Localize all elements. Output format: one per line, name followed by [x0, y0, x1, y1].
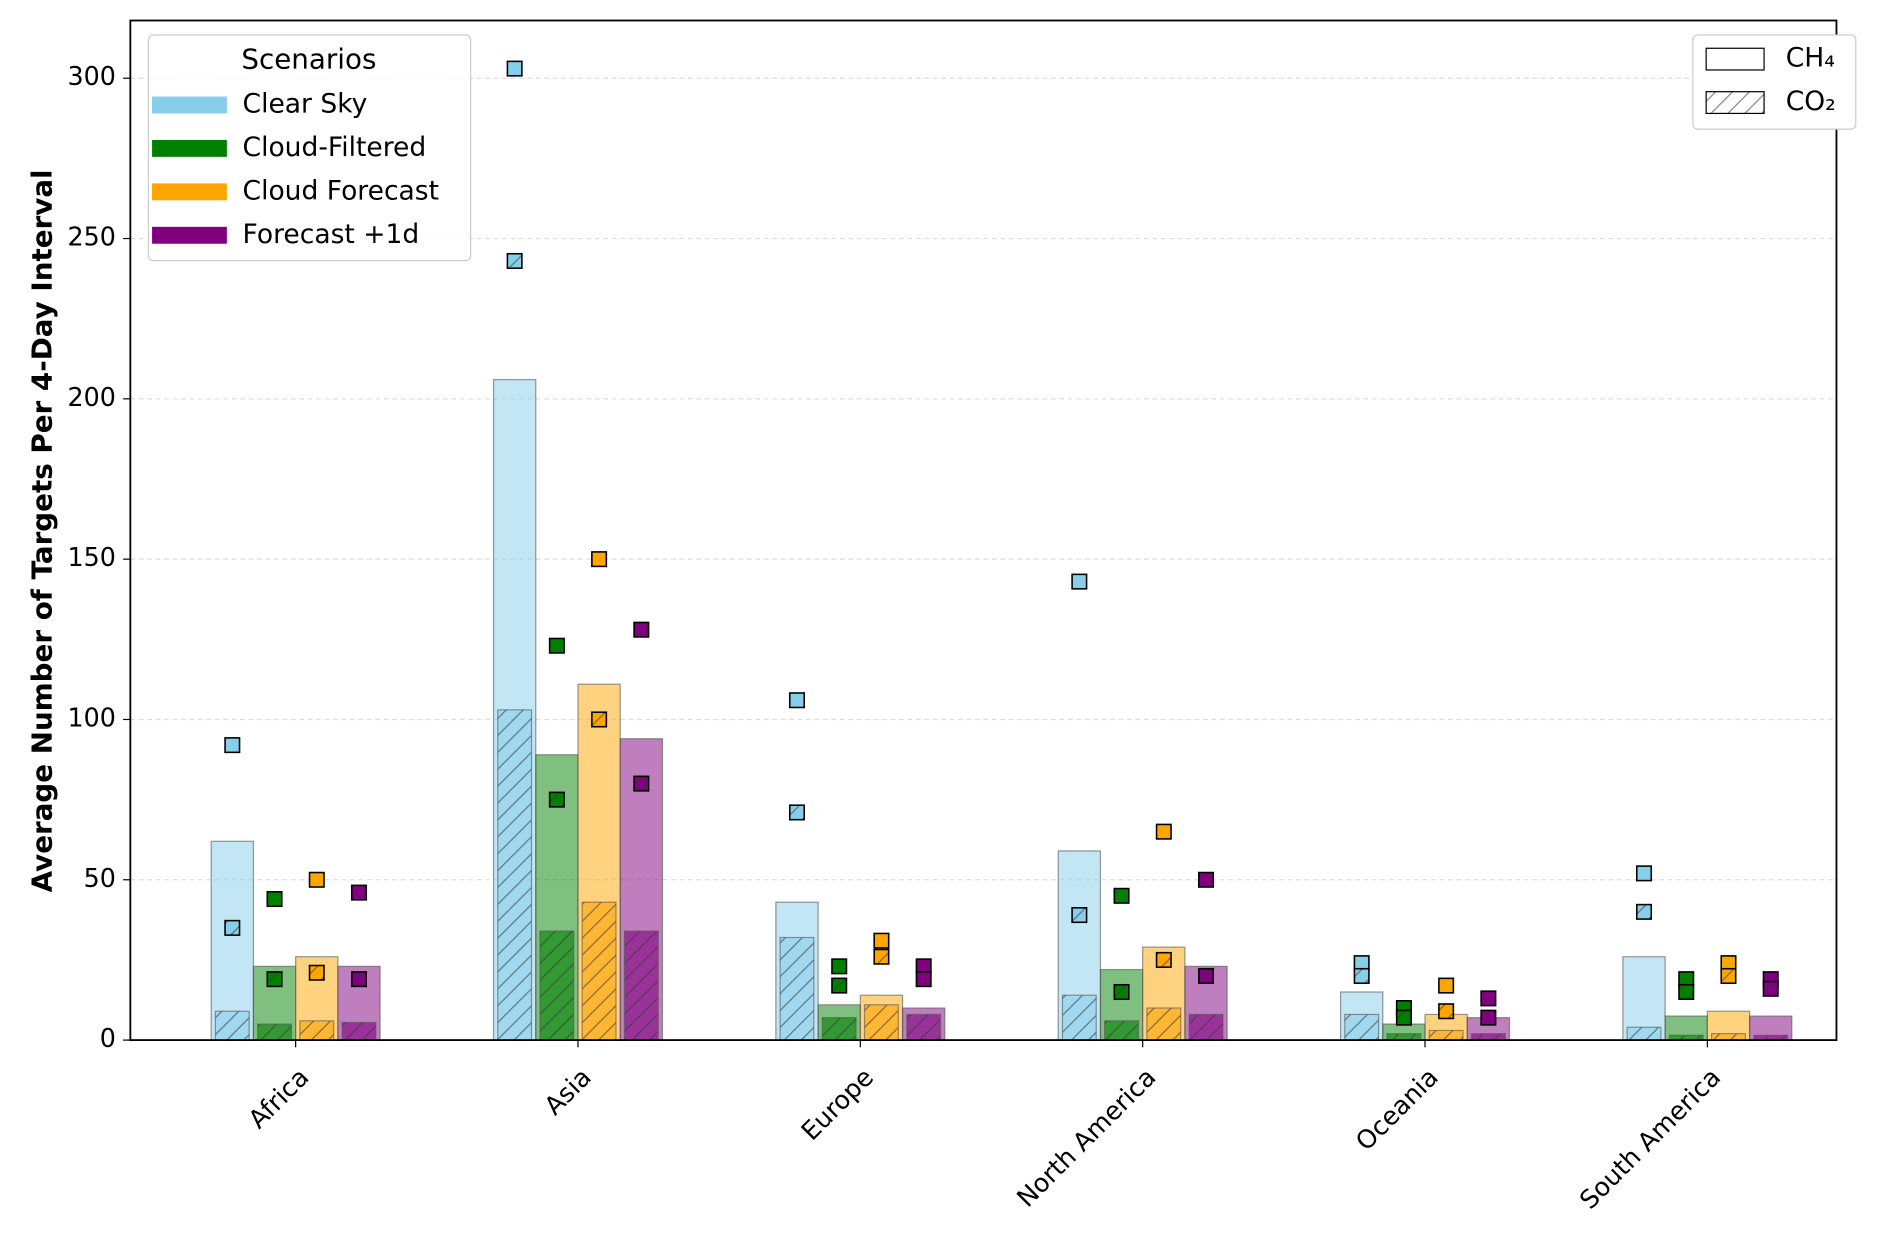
- co2-bar: [821, 1017, 857, 1041]
- ch4-marker: [266, 890, 283, 908]
- ch4-marker: [1480, 990, 1497, 1007]
- y-tick-label: 250: [68, 222, 116, 252]
- legend-label: Forecast +1d: [243, 219, 420, 250]
- ch4-marker: [591, 551, 608, 568]
- co2-bar: [1104, 1020, 1140, 1041]
- ch4-marker: [633, 621, 650, 638]
- x-tick-label: Africa: [242, 1062, 314, 1134]
- co2-marker: [1438, 1003, 1455, 1020]
- co2-marker: [1720, 967, 1737, 984]
- y-tick-label: 0: [100, 1023, 116, 1053]
- co2-bar: [1626, 1026, 1662, 1041]
- co2-bar: [1386, 1033, 1422, 1041]
- legend-swatch: [152, 139, 227, 157]
- legend-swatch: [152, 226, 227, 244]
- ch4-marker: [831, 958, 848, 975]
- co2-bar: [1428, 1029, 1464, 1041]
- legend-box: [147, 34, 472, 262]
- co2-marker: [308, 964, 325, 981]
- co2-bar: [299, 1020, 335, 1041]
- ch4-marker: [1071, 573, 1088, 590]
- gas-swatch: [1705, 47, 1765, 71]
- ch4-marker: [1197, 871, 1215, 888]
- co2-marker: [591, 711, 608, 728]
- ch4-marker: [506, 60, 523, 77]
- y-tick-label: 300: [68, 61, 116, 91]
- co2-bar: [214, 1010, 250, 1041]
- co2-marker: [788, 804, 806, 821]
- ch4-marker: [1155, 823, 1172, 840]
- legend-label: Clear Sky: [243, 88, 368, 119]
- ch4-marker: [873, 932, 890, 949]
- ch4-marker: [350, 884, 368, 901]
- y-tick-label: 50: [84, 863, 116, 893]
- x-tick-label: Europe: [795, 1062, 879, 1146]
- ch4-marker: [548, 637, 565, 654]
- co2-bar: [906, 1013, 942, 1041]
- co2-marker: [633, 775, 650, 792]
- co2-bar: [257, 1023, 293, 1041]
- co2-bar: [1146, 1007, 1182, 1041]
- co2-bar: [623, 930, 659, 1041]
- ch4-marker: [1113, 887, 1130, 904]
- co2-marker: [831, 977, 848, 994]
- ch4-marker: [788, 692, 806, 709]
- legend-title: Scenarios: [241, 42, 376, 75]
- ch4-bar: [210, 840, 255, 1041]
- co2-marker: [1678, 983, 1695, 1001]
- co2-marker: [506, 252, 523, 270]
- y-tick-label: 100: [68, 702, 116, 732]
- gas-label: CO₂: [1786, 86, 1836, 117]
- co2-bar: [863, 1004, 899, 1041]
- ch4-marker: [1635, 865, 1653, 882]
- co2-bar: [497, 709, 533, 1041]
- co2-marker: [224, 919, 241, 936]
- x-tick-label: Oceania: [1349, 1062, 1443, 1156]
- co2-bar: [1188, 1013, 1224, 1041]
- co2-marker: [1635, 903, 1653, 920]
- plot-frame: [129, 19, 1838, 1041]
- ch4-marker: [1438, 977, 1455, 994]
- co2-bar: [779, 936, 815, 1041]
- legend-label: Cloud-Filtered: [243, 132, 427, 163]
- co2-marker: [915, 971, 932, 988]
- ch4-bar: [1622, 956, 1666, 1041]
- co2-marker: [1395, 1009, 1412, 1026]
- co2-marker: [350, 971, 368, 988]
- co2-marker: [266, 971, 283, 988]
- co2-bar: [581, 901, 617, 1041]
- co2-bar: [1061, 994, 1097, 1041]
- co2-marker: [548, 791, 565, 808]
- y-axis-label: Average Number of Targets Per 4-Day Inte…: [25, 169, 58, 892]
- y-tick-label: 200: [68, 382, 116, 412]
- co2-bar: [1710, 1033, 1746, 1041]
- co2-marker: [1155, 951, 1172, 968]
- co2-marker: [1071, 907, 1088, 924]
- co2-bar: [341, 1021, 377, 1041]
- co2-marker: [1762, 980, 1779, 997]
- ch4-marker: [224, 737, 241, 754]
- legend-swatch: [152, 96, 227, 114]
- co2-bar: [1344, 1013, 1380, 1041]
- co2-marker: [1197, 967, 1215, 984]
- x-tick-label: North America: [1011, 1062, 1162, 1213]
- legend-swatch: [152, 183, 227, 201]
- x-tick-label: South America: [1573, 1062, 1726, 1215]
- legend-label: Cloud Forecast: [243, 175, 439, 206]
- co2-marker: [1480, 1009, 1497, 1026]
- co2-marker: [873, 948, 890, 965]
- gas-label: CH₄: [1786, 43, 1835, 74]
- x-tick-label: Asia: [538, 1062, 597, 1121]
- co2-bar: [539, 930, 575, 1041]
- ch4-marker: [308, 871, 325, 888]
- co2-bar: [1470, 1033, 1506, 1041]
- co2-marker: [1113, 983, 1130, 1001]
- gas-swatch: [1705, 91, 1765, 115]
- y-tick-label: 150: [68, 542, 116, 572]
- co2-marker: [1353, 967, 1370, 984]
